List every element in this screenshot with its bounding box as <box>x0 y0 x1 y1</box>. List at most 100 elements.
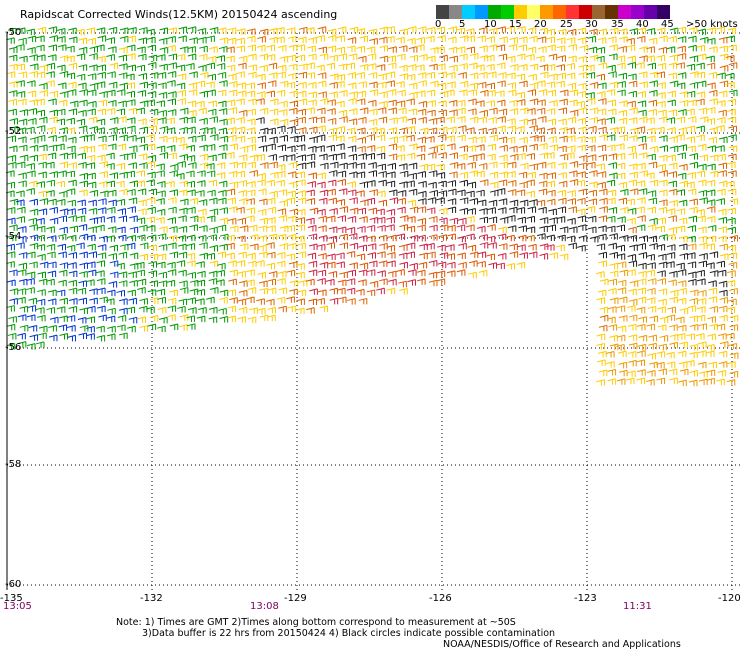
wind-barb <box>447 126 457 134</box>
wind-barb <box>719 253 729 260</box>
wind-barb <box>139 242 149 249</box>
wind-barb <box>318 153 328 161</box>
wind-barb <box>707 163 716 171</box>
wind-barb <box>477 35 486 42</box>
wind-barb <box>256 298 265 305</box>
wind-barb <box>606 215 616 223</box>
wind-barb <box>458 53 468 61</box>
wind-barb <box>418 80 427 87</box>
wind-barb <box>386 80 395 87</box>
wind-barb <box>438 207 448 215</box>
wind-barb <box>446 261 456 269</box>
wind-barb <box>687 271 697 279</box>
wind-barb <box>339 233 348 241</box>
wind-barb <box>407 199 417 207</box>
wind-barb <box>56 118 65 125</box>
wind-barb <box>147 206 156 214</box>
wind-barb <box>215 279 225 286</box>
wind-barb <box>228 206 238 213</box>
wind-barb <box>148 188 158 195</box>
wind-barb <box>688 99 697 107</box>
wind-barb <box>159 63 168 71</box>
wind-barb <box>597 118 606 125</box>
wind-barb <box>476 136 486 143</box>
wind-barb <box>68 162 77 169</box>
wind-barb <box>356 98 366 105</box>
wind-barb <box>567 82 577 90</box>
wind-barb <box>288 63 298 71</box>
wind-barb <box>319 261 329 269</box>
wind-barb <box>428 271 438 279</box>
wind-barb <box>268 153 277 161</box>
wind-barb <box>647 190 657 197</box>
wind-barb <box>189 215 199 222</box>
wind-barb <box>77 82 87 89</box>
wind-barb <box>608 153 618 160</box>
wind-barb <box>356 226 366 233</box>
wind-barb <box>226 242 235 250</box>
wind-barb <box>287 242 297 250</box>
wind-barb <box>415 44 425 51</box>
wind-barb <box>218 144 228 151</box>
wind-barb <box>36 109 45 117</box>
wind-barb <box>317 278 326 285</box>
wind-barb <box>289 100 299 107</box>
wind-barb <box>227 27 237 34</box>
wind-barb <box>636 306 646 314</box>
wind-barb <box>296 224 306 231</box>
legend-swatch <box>449 5 462 19</box>
wind-barb <box>425 136 435 143</box>
wind-barb <box>689 297 698 305</box>
wind-barb <box>57 82 67 89</box>
wind-barb <box>416 278 426 285</box>
wind-barb <box>628 117 638 124</box>
wind-barb <box>546 189 556 197</box>
wind-barb <box>216 269 225 277</box>
wind-barb <box>266 197 276 205</box>
wind-barb <box>689 198 698 206</box>
wind-barb <box>436 197 445 204</box>
wind-barb <box>317 172 326 179</box>
wind-barb <box>646 135 656 142</box>
wind-barb <box>725 180 735 188</box>
wind-barb <box>498 108 508 116</box>
wind-barb <box>18 71 28 78</box>
wind-barb <box>359 107 369 114</box>
wind-barb <box>376 152 386 160</box>
wind-barb <box>149 297 159 304</box>
wind-barb <box>706 107 716 114</box>
wind-barb <box>96 334 106 342</box>
wind-barb <box>326 242 335 249</box>
wind-barb <box>15 242 25 249</box>
wind-barb <box>558 172 567 179</box>
wind-barb <box>376 134 386 141</box>
wind-barb <box>336 261 345 268</box>
wind-barb <box>78 332 88 339</box>
wind-barb <box>447 233 456 240</box>
wind-barb <box>118 63 128 70</box>
wind-barb <box>646 28 656 35</box>
wind-barb <box>326 144 335 152</box>
wind-barb <box>426 207 436 214</box>
wind-barb <box>475 64 485 71</box>
wind-barb <box>96 118 106 126</box>
wind-barb <box>198 306 207 314</box>
wind-barb <box>187 297 196 304</box>
wind-barb <box>428 279 438 287</box>
wind-barb <box>557 206 567 213</box>
wind-barb <box>256 73 266 81</box>
wind-barb <box>67 136 77 144</box>
wind-barb <box>368 260 378 267</box>
wind-barb <box>66 55 75 62</box>
wind-barb <box>629 107 638 114</box>
wind-barb <box>546 28 555 36</box>
wind-barb <box>246 279 255 286</box>
wind-barb <box>707 316 716 323</box>
wind-barb <box>628 334 638 341</box>
wind-barb <box>558 180 568 188</box>
wind-barb <box>17 235 27 243</box>
wind-barb <box>96 27 106 34</box>
wind-barb <box>168 136 177 143</box>
wind-barb <box>29 154 38 162</box>
